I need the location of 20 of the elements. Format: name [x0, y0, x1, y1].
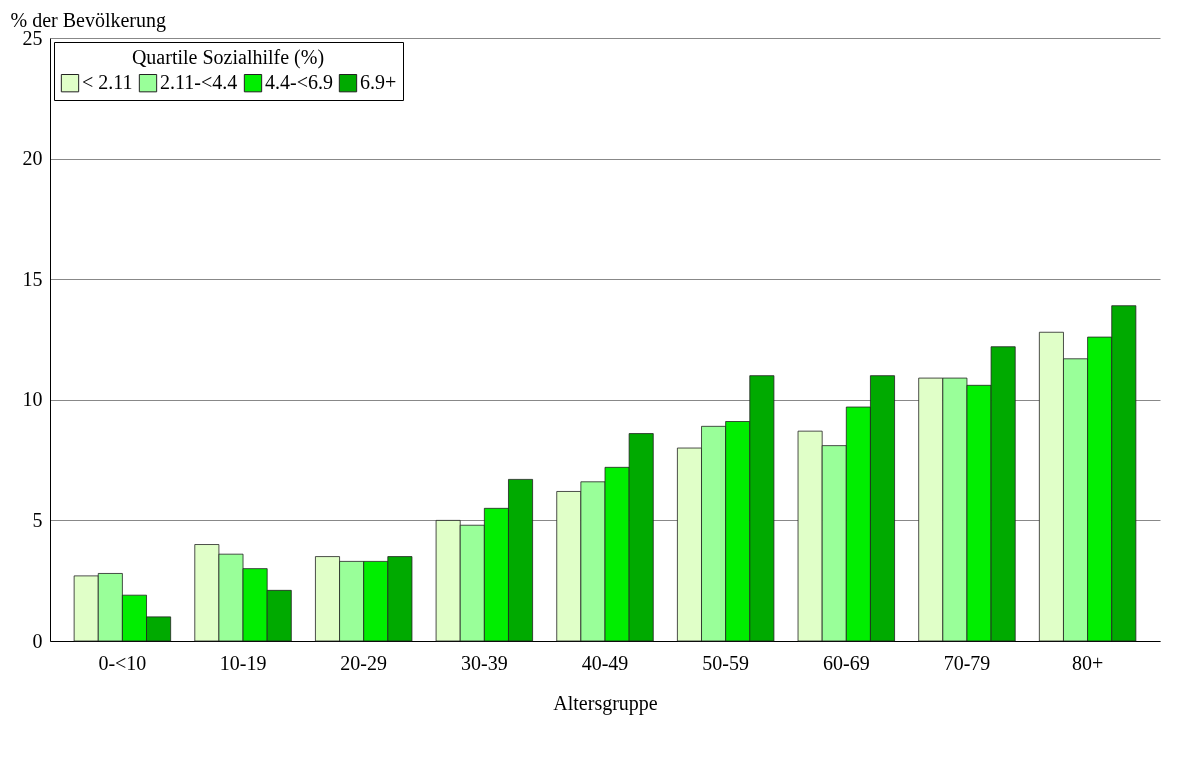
x-tick-label: 40-49 — [581, 651, 629, 674]
legend-label: 2.11-<4.4 — [160, 71, 238, 94]
x-tick-label: 20-29 — [340, 651, 388, 674]
legend-label: 4.4-<6.9 — [265, 71, 333, 94]
x-tick-label: 10-19 — [219, 651, 267, 674]
x-tick-label: 70-79 — [943, 651, 991, 674]
x-tick-label: 0-<10 — [98, 651, 147, 674]
x-tick-label: 60-69 — [822, 651, 870, 674]
legend-label: 6.9+ — [360, 71, 397, 94]
x-axis-title: Altersgruppe — [553, 691, 658, 715]
y-tick-label: 20 — [22, 147, 43, 170]
x-tick-label: 30-39 — [461, 651, 508, 674]
legend-label: < 2.11 — [82, 71, 133, 94]
x-tick-label: 50-59 — [702, 651, 749, 674]
y-tick-label: 15 — [22, 267, 43, 290]
legend-title: Quartile Sozialhilfe (%) — [131, 46, 325, 69]
x-tick-label: 80+ — [1071, 651, 1104, 674]
y-tick-label: 10 — [22, 388, 43, 411]
y-tick-label: 5 — [32, 508, 43, 531]
y-tick-label: 0 — [32, 629, 43, 652]
